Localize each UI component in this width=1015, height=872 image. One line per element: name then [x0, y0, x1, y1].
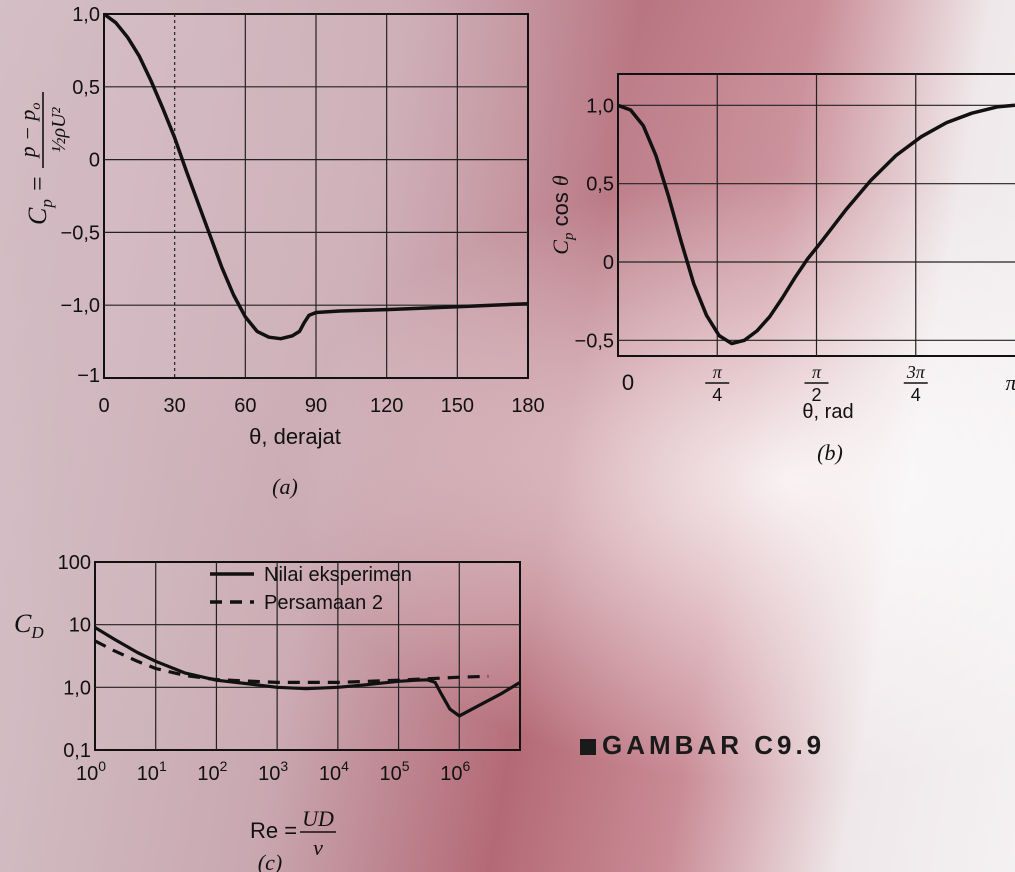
chart-b-xlabel: θ, rad — [802, 401, 853, 423]
chart-a-ytick-label: 0,5 — [72, 77, 100, 99]
svg-text:½ρU²: ½ρU² — [48, 106, 70, 152]
chart-a-xtick-label: 120 — [370, 395, 403, 417]
chart-b-ytick-label: 0 — [603, 252, 614, 274]
chart-a-xtick-label: 30 — [164, 395, 186, 417]
chart-c-ytick-label: 10 — [69, 615, 91, 637]
chart-b-series-line — [617, 103, 1015, 346]
chart-c-series-persamaan-2 — [94, 639, 489, 684]
chart-a-panel-label: (a) — [272, 474, 298, 499]
chart-a: 0 30 60 90 120 150 180 1,0 0,5 0 −0,5 −1,0 −1 — [61, 4, 545, 417]
svg-text:UD: UD — [302, 806, 334, 831]
chart-c-xtick-label: 106 — [440, 758, 470, 785]
caption-square-icon — [580, 739, 596, 756]
chart-c-panel-label: (c) — [258, 850, 282, 872]
chart-a-xtick-label: 0 — [98, 395, 109, 417]
chart-b-ytick-label: 0,5 — [586, 174, 614, 196]
chart-a-xtick-label: 150 — [441, 395, 474, 417]
chart-b-xtick-denominator: 2 — [811, 385, 821, 405]
chart-a-ytick-label: 0 — [89, 150, 100, 172]
chart-a-ytick-label: 1,0 — [72, 4, 100, 26]
chart-c-xlabel: Re = UD ν — [250, 806, 336, 860]
chart-b-panel-label: (b) — [817, 440, 843, 465]
chart-a-ytick-label: −1,0 — [61, 295, 100, 317]
chart-c-frame — [94, 561, 521, 751]
chart-a-xtick-label: 180 — [511, 395, 544, 417]
chart-b-xtick-label: 0 — [622, 370, 634, 395]
svg-text:p − po: p − po — [15, 103, 44, 160]
chart-a-ylabel-fraction: p − po ½ρU² — [15, 92, 70, 168]
chart-c: 100 101 102 103 104 105 106 100 10 1,0 0,1 Nilai ek… — [58, 552, 521, 785]
chart-c-series-eksperimen — [94, 626, 521, 718]
chart-b-xtick-numerator: π — [812, 362, 822, 382]
chart-b-ylabel: Cp cos θ — [548, 175, 577, 255]
chart-c-xtick-label: 100 — [76, 758, 106, 785]
chart-b-xtick-label: π — [1005, 370, 1015, 395]
chart-c-legend-label: Persamaan 2 — [264, 592, 383, 614]
svg-text:ν: ν — [313, 835, 323, 860]
chart-b-ytick-label: 1,0 — [586, 95, 614, 117]
chart-a-xtick-label: 90 — [305, 395, 327, 417]
figure-caption-text: GAMBAR C9.9 — [602, 730, 826, 760]
chart-b-xtick-numerator: π — [713, 362, 723, 382]
chart-c-xtick-label: 103 — [258, 758, 288, 785]
chart-b-xtick-numerator: 3π — [906, 362, 926, 382]
figure-caption: GAMBAR C9.9 — [580, 730, 825, 761]
svg-text:Re =: Re = — [250, 818, 297, 843]
chart-c-xtick-label: 102 — [197, 758, 227, 785]
chart-a-ytick-label: −0,5 — [61, 222, 100, 244]
chart-b: 0 π 4 π 2 3π 4 π 1,0 0,5 0 −0,5 — [575, 73, 1015, 405]
chart-c-ytick-label: 0,1 — [63, 740, 91, 762]
chart-b-xtick-denominator: 4 — [712, 385, 722, 405]
chart-b-ytick-label: −0,5 — [575, 330, 614, 352]
chart-c-ytick-label: 1,0 — [63, 677, 91, 699]
chart-a-xlabel: θ, derajat — [249, 424, 341, 449]
chart-c-ylabel: CD — [14, 609, 44, 642]
chart-c-xtick-label: 101 — [137, 758, 167, 785]
chart-a-series-line — [102, 12, 529, 341]
chart-c-xtick-label: 105 — [380, 758, 410, 785]
chart-c-legend-label: Nilai eksperimen — [264, 564, 412, 586]
chart-b-xtick-denominator: 4 — [911, 385, 921, 405]
chart-c-ytick-label: 100 — [58, 552, 91, 574]
chart-a-ytick-label: −1 — [77, 365, 100, 387]
chart-c-xtick-label: 104 — [319, 758, 349, 785]
chart-a-ylabel: Cp = — [23, 175, 56, 225]
chart-a-xtick-label: 60 — [234, 395, 256, 417]
